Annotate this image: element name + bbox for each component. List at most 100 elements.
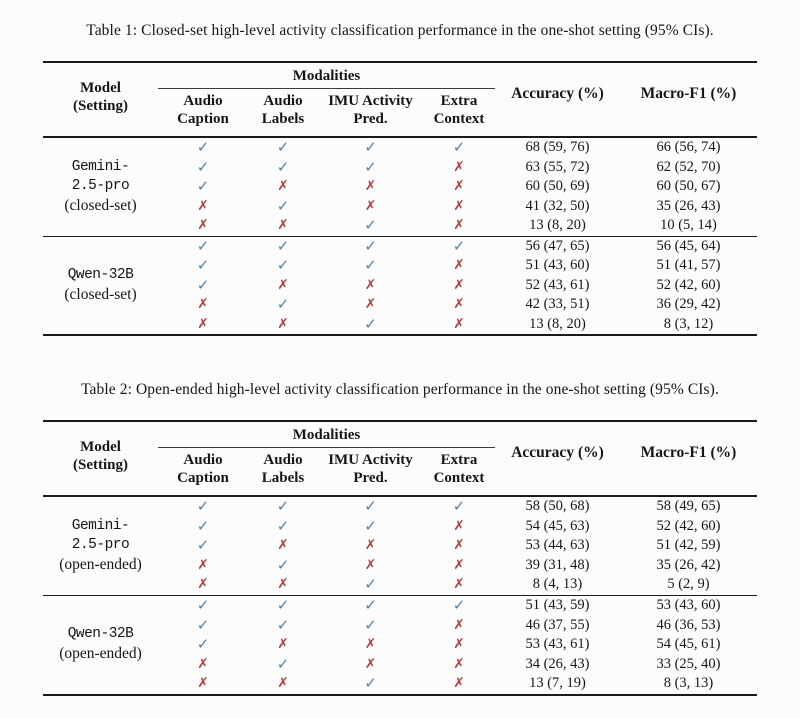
cross-icon: ✗	[453, 537, 465, 554]
cross-icon: ✗	[453, 178, 465, 194]
macro-f1-header: Macro-F1 (%)	[640, 444, 737, 462]
modalities-header: Modalities	[292, 68, 361, 84]
check-icon: ✓	[196, 497, 210, 516]
macro-f1-value: 56 (45, 64)	[656, 237, 721, 254]
macro-f1-value: 58 (49, 65)	[656, 498, 721, 515]
accuracy-value: 52 (43, 61)	[525, 276, 590, 293]
model-name-line: 2.5-pro	[71, 177, 130, 194]
cross-icon: ✗	[453, 556, 465, 573]
cross-icon: ✗	[277, 576, 289, 593]
accuracy-value: 51 (43, 59)	[525, 597, 590, 614]
model-name-line: 2.5-pro	[71, 537, 130, 554]
check-icon: ✓	[196, 157, 210, 176]
cross-icon: ✗	[453, 616, 465, 633]
modality-column-line1: Extra	[440, 452, 478, 469]
table-bottom-rule	[43, 334, 757, 337]
modality-column-line2: Caption	[177, 469, 229, 486]
model-label: Gemini- 2.5-pro (closed-set)	[43, 138, 158, 236]
modality-column-header: IMU Activity Pred.	[318, 93, 423, 128]
table-caption: Table 1: Closed-set high-level activity …	[86, 22, 714, 39]
modality-column-line1: Audio	[263, 93, 303, 109]
table-bottom-rule	[43, 693, 757, 696]
check-icon: ✓	[364, 516, 377, 535]
table-caption: Table 2: Open-ended high-level activity …	[81, 381, 719, 399]
modality-column-line1: IMU Activity	[328, 452, 413, 469]
accuracy-value: 53 (44, 63)	[525, 537, 590, 554]
modality-column-header: Audio Labels	[248, 452, 318, 487]
cross-icon: ✗	[453, 296, 465, 313]
model-group: Qwen-32B (closed-set) ✓ ✓ ✓ ✓ 56 (47, 65) 56 (4…	[43, 237, 757, 335]
cross-icon: ✗	[364, 296, 377, 313]
macro-f1-value: 66 (56, 74)	[656, 139, 721, 155]
model-header: Model (Setting)	[43, 63, 158, 136]
cross-icon: ✗	[197, 296, 209, 313]
check-icon: ✓	[452, 596, 466, 615]
cross-icon: ✗	[453, 217, 465, 233]
modalities-columns: Audio Caption Audio Labels IMU Activity Pred.…	[158, 89, 495, 128]
table-1: Table 1: Closed-set high-level activity …	[43, 21, 757, 337]
macro-f1-value: 62 (52, 70)	[656, 158, 721, 175]
check-icon: ✓	[364, 157, 377, 176]
check-icon: ✓	[276, 497, 290, 516]
accuracy-value: 42 (33, 51)	[525, 296, 590, 313]
cross-icon: ✗	[453, 257, 465, 274]
accuracy-value: 13 (8, 20)	[529, 217, 586, 233]
cross-icon: ✗	[453, 576, 465, 593]
check-icon: ✓	[452, 497, 466, 516]
check-icon: ✓	[364, 575, 377, 594]
check-icon: ✓	[364, 236, 377, 255]
accuracy-value: 58 (50, 68)	[525, 498, 590, 515]
check-icon: ✓	[276, 615, 290, 634]
check-icon: ✓	[196, 536, 210, 555]
cross-icon: ✗	[453, 276, 465, 293]
check-icon: ✓	[364, 596, 377, 615]
accuracy-value: 54 (45, 63)	[525, 517, 590, 534]
accuracy-value: 63 (55, 72)	[525, 158, 590, 175]
cross-icon: ✗	[197, 576, 209, 593]
cross-icon: ✗	[453, 675, 465, 692]
cross-icon: ✗	[364, 178, 377, 194]
cross-icon: ✗	[364, 636, 377, 653]
cross-icon: ✗	[277, 315, 289, 332]
macro-f1-value: 10 (5, 14)	[660, 217, 717, 233]
model-label: Qwen-32B (closed-set)	[43, 237, 158, 335]
macro-f1-value: 52 (42, 60)	[656, 276, 721, 293]
macro-f1-value: 35 (26, 42)	[656, 556, 721, 573]
macro-f1-value: 46 (36, 53)	[656, 616, 721, 633]
model-header-line1: Model	[80, 439, 121, 456]
accuracy-value: 46 (37, 55)	[525, 616, 590, 633]
accuracy-value: 60 (50, 69)	[525, 178, 590, 194]
check-icon: ✓	[196, 635, 210, 654]
modalities-columns: Audio Caption Audio Labels IMU Activity Pred.…	[158, 448, 495, 487]
check-icon: ✓	[196, 138, 210, 156]
table-top-rule	[43, 420, 757, 423]
accuracy-header: Accuracy (%)	[511, 444, 604, 462]
modality-column-header: Audio Caption	[158, 452, 248, 487]
table-header-row: Model (Setting) Modalities Audio Caption Audi…	[43, 422, 757, 495]
modality-column-line1: IMU Activity	[328, 93, 413, 109]
check-icon: ✓	[276, 196, 290, 215]
cross-icon: ✗	[364, 537, 377, 554]
model-header-line1: Model	[80, 80, 121, 96]
check-icon: ✓	[364, 314, 377, 333]
accuracy-value: 39 (31, 48)	[525, 556, 590, 573]
macro-f1-header: Macro-F1 (%)	[640, 85, 737, 102]
macro-f1-value: 52 (42, 60)	[656, 517, 721, 534]
check-icon: ✓	[276, 596, 290, 615]
table-top-rule	[43, 61, 757, 63]
modality-column-line2: Pred.	[353, 469, 388, 486]
check-icon: ✓	[196, 275, 210, 294]
model-header: Model (Setting)	[43, 422, 158, 495]
check-icon: ✓	[276, 295, 290, 314]
model-name-line: Qwen-32B	[67, 267, 134, 284]
modality-column-line2: Context	[433, 110, 485, 127]
modality-column-line1: Audio	[263, 452, 303, 469]
cross-icon: ✗	[277, 636, 289, 653]
model-header-line2: (Setting)	[73, 98, 128, 114]
cross-icon: ✗	[364, 197, 377, 214]
model-label: Gemini- 2.5-pro (open-ended)	[43, 497, 158, 595]
modality-column-header: Audio Caption	[158, 93, 248, 128]
accuracy-value: 34 (26, 43)	[525, 655, 590, 672]
modality-column-line1: Audio	[183, 452, 223, 469]
check-icon: ✓	[276, 138, 290, 156]
